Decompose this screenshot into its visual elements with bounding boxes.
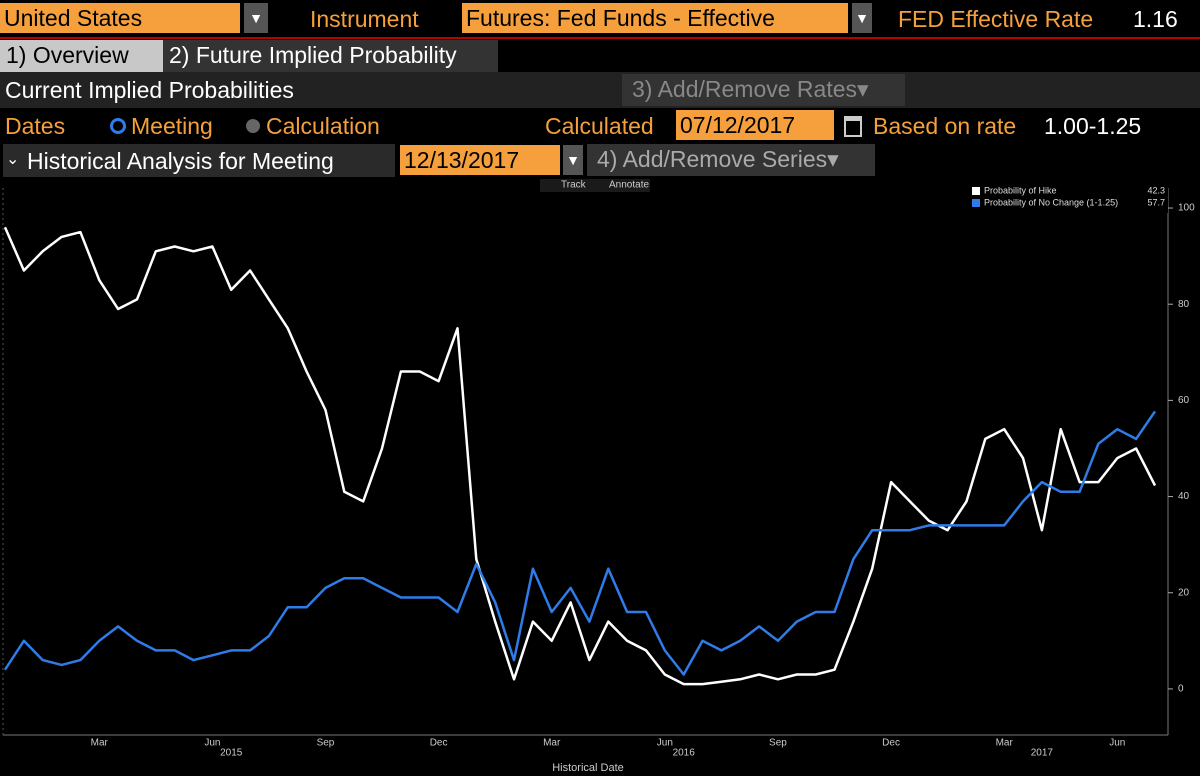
x-tick-label: Sep bbox=[317, 738, 335, 749]
radio-label: Calculation bbox=[266, 113, 380, 139]
country-field[interactable]: United States bbox=[0, 3, 240, 33]
value: 1.00-1.25 bbox=[1044, 113, 1142, 139]
label: Instrument bbox=[310, 6, 419, 32]
calendar-icon[interactable] bbox=[844, 116, 862, 137]
instrument-field[interactable]: Futures: Fed Funds - Effective bbox=[462, 3, 848, 33]
dropdown[interactable]: ▼ bbox=[563, 145, 583, 175]
x-tick-label: Mar bbox=[996, 738, 1014, 749]
x-year-label: 2016 bbox=[673, 748, 696, 759]
x-tick-label: Mar bbox=[91, 738, 109, 749]
button[interactable]: 4) Add/Remove Series▾ bbox=[587, 144, 875, 176]
button[interactable]: 3) Add/Remove Rates▾ bbox=[622, 74, 905, 106]
button-label: 4) Add/Remove Series bbox=[597, 146, 828, 172]
dropdown[interactable]: ▼ bbox=[852, 3, 872, 33]
history-title: Historical Analysis for Meeting bbox=[27, 148, 334, 174]
meeting-field[interactable]: 12/13/2017 bbox=[400, 145, 560, 175]
section-title: Current Implied Probabilities bbox=[5, 77, 294, 103]
section-bar bbox=[0, 72, 1200, 108]
x-tick-label: Dec bbox=[430, 738, 448, 749]
y-tick-label: 0 bbox=[1178, 684, 1184, 695]
series-line bbox=[3, 226, 1157, 686]
y-tick-label: 100 bbox=[1178, 203, 1195, 214]
button-label: 3) Add/Remove Rates bbox=[632, 76, 858, 102]
radio[interactable] bbox=[246, 119, 260, 133]
legend-label: Probability of No Change (1-1.25) bbox=[984, 197, 1118, 207]
legend-swatch bbox=[972, 199, 980, 207]
divider bbox=[0, 37, 1200, 39]
tool[interactable]: Track bbox=[561, 180, 587, 191]
chart-toolbar bbox=[540, 179, 650, 192]
x-axis-title: Historical Date bbox=[552, 762, 624, 774]
label: FED Effective Rate bbox=[898, 6, 1094, 32]
y-tick-label: 60 bbox=[1178, 395, 1190, 406]
y-tick-label: 80 bbox=[1178, 299, 1190, 310]
series-line bbox=[3, 410, 1157, 676]
dropdown[interactable]: ▼ bbox=[244, 3, 268, 33]
x-tick-label: Mar bbox=[543, 738, 561, 749]
value: 1.16 bbox=[1133, 6, 1178, 32]
x-tick-label: Dec bbox=[882, 738, 900, 749]
label: Based on rate bbox=[873, 113, 1017, 139]
collapse-icon[interactable]: ⌄ bbox=[6, 151, 20, 168]
legend-swatch bbox=[972, 187, 980, 195]
date-field[interactable]: 07/12/2017 bbox=[676, 110, 834, 140]
label: Calculated bbox=[545, 113, 654, 139]
legend-label: Probability of Hike bbox=[984, 185, 1057, 195]
x-tick-label: Jun bbox=[1109, 738, 1125, 749]
tab[interactable]: 2) Future Implied Probability bbox=[163, 40, 498, 72]
x-year-label: 2017 bbox=[1031, 748, 1054, 759]
y-tick-label: 20 bbox=[1178, 587, 1190, 598]
label: Dates bbox=[5, 113, 66, 139]
history-bar bbox=[3, 144, 395, 177]
x-year-label: 2015 bbox=[220, 748, 243, 759]
legend-box bbox=[968, 183, 1168, 213]
x-tick-label: Jun bbox=[204, 738, 220, 749]
x-tick-label: Jun bbox=[657, 738, 673, 749]
radio-label: Meeting bbox=[131, 113, 213, 139]
y-tick-label: 40 bbox=[1178, 491, 1190, 502]
legend-value: 57.7 bbox=[1147, 197, 1165, 207]
legend-value: 42.3 bbox=[1147, 185, 1165, 195]
tab[interactable]: 1) Overview bbox=[0, 40, 164, 72]
x-tick-label: Sep bbox=[769, 738, 787, 749]
radio-selected[interactable] bbox=[110, 118, 126, 134]
tool[interactable]: Annotate bbox=[609, 180, 649, 191]
